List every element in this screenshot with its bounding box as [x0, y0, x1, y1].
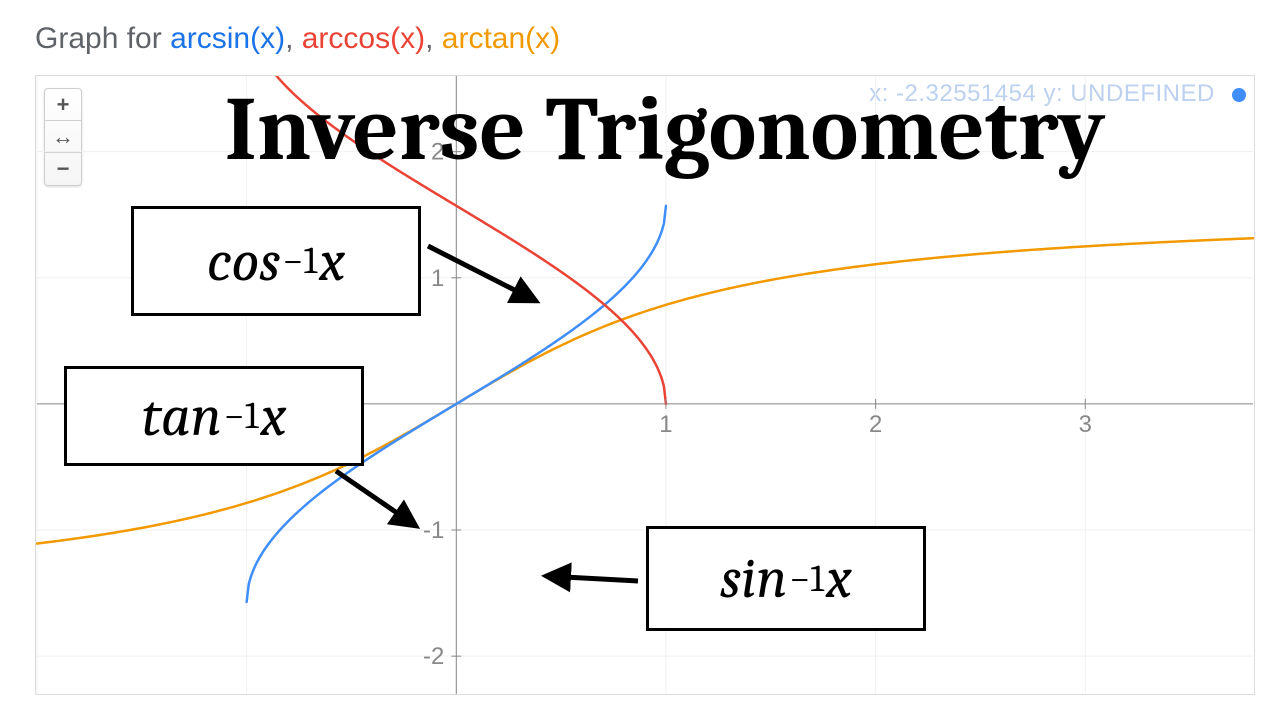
x-tan: x [260, 383, 286, 450]
svg-text:1: 1 [659, 411, 672, 438]
x-sin: x [826, 545, 852, 612]
header-arccos[interactable]: arccos(x) [302, 22, 425, 55]
graph-frame: x: -2.32551454 y: UNDEFINED + ↔ − -1123-… [35, 75, 1255, 695]
graph-header: Graph for arcsin(x), arccos(x), arctan(x… [35, 22, 560, 56]
label-box-tan-inverse: tan−1x [64, 366, 364, 466]
header-arctan[interactable]: arctan(x) [442, 22, 560, 55]
overlay-title: Inverse Trigonometry [86, 78, 1244, 182]
svg-text:-2: -2 [423, 643, 444, 670]
header-sep2: , [425, 22, 442, 55]
label-box-cos-inverse: cos−1x [131, 206, 421, 316]
label-box-sin-inverse: sin−1x [646, 526, 926, 631]
sup-tan: −1 [222, 394, 261, 438]
svg-text:2: 2 [869, 411, 882, 438]
svg-text:1: 1 [431, 265, 444, 292]
x-cos: x [319, 228, 345, 295]
sup-cos: −1 [280, 239, 319, 283]
svg-text:3: 3 [1079, 411, 1092, 438]
header-arcsin[interactable]: arcsin(x) [170, 22, 285, 55]
sup-sin: −1 [787, 557, 826, 601]
header-sep1: , [285, 22, 302, 55]
fn-sin: sin [720, 545, 787, 612]
header-prefix: Graph for [35, 22, 170, 55]
svg-text:-1: -1 [423, 517, 444, 544]
fn-tan: tan [142, 383, 222, 450]
fn-cos: cos [207, 228, 281, 295]
